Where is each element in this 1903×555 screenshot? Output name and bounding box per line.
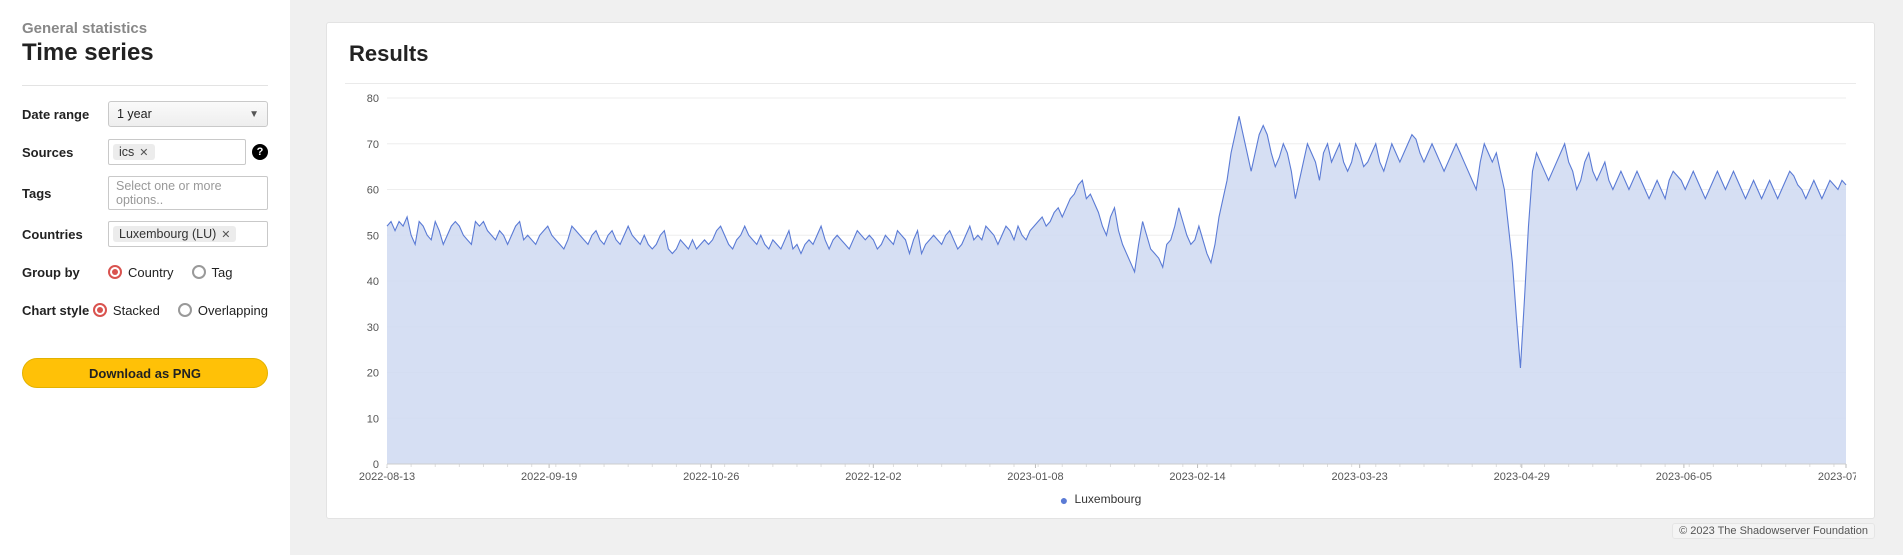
divider — [345, 83, 1856, 84]
chart-container: 0 10 20 30 40 50 60 70 80 2022-08-13 2022-09-19 202… — [345, 90, 1856, 486]
svg-text:2023-04-29: 2023-04-29 — [1494, 471, 1550, 483]
radio-icon — [178, 303, 192, 317]
radio-label: Tag — [212, 265, 233, 280]
download-png-button[interactable]: Download as PNG — [22, 358, 268, 388]
tags-input[interactable]: Select one or more options.. — [108, 176, 268, 210]
results-panel: Results 0 10 20 30 40 50 60 70 80 2022-08-13 2022-… — [326, 22, 1875, 519]
date-range-select[interactable]: 1 year ▼ — [108, 101, 268, 127]
radio-label: Overlapping — [198, 303, 268, 318]
tags-placeholder: Select one or more options.. — [113, 179, 263, 207]
svg-text:70: 70 — [367, 139, 379, 151]
chart-style-stacked-radio[interactable]: Stacked — [93, 303, 160, 318]
svg-text:2022-12-02: 2022-12-02 — [845, 471, 901, 483]
svg-text:2023-02-14: 2023-02-14 — [1169, 471, 1225, 483]
group-by-tag-radio[interactable]: Tag — [192, 265, 233, 280]
chart-style-overlapping-radio[interactable]: Overlapping — [178, 303, 268, 318]
close-icon[interactable]: ✕ — [221, 228, 230, 241]
chart-legend: ● Luxembourg — [345, 492, 1856, 508]
legend-label: Luxembourg — [1075, 492, 1142, 506]
sources-input[interactable]: ics ✕ — [108, 139, 246, 165]
radio-icon — [108, 265, 122, 279]
svg-text:60: 60 — [367, 185, 379, 197]
svg-text:2022-10-26: 2022-10-26 — [683, 471, 739, 483]
radio-label: Country — [128, 265, 174, 280]
svg-text:2023-07-12: 2023-07-12 — [1818, 471, 1856, 483]
group-by-country-radio[interactable]: Country — [108, 265, 174, 280]
panel-title: Results — [349, 41, 1856, 67]
page-title: Time series — [22, 39, 268, 67]
country-chip[interactable]: Luxembourg (LU) ✕ — [113, 226, 236, 242]
chart-style-label: Chart style — [22, 303, 93, 318]
tags-label: Tags — [22, 186, 108, 201]
svg-text:2022-08-13: 2022-08-13 — [359, 471, 415, 483]
time-series-chart: 0 10 20 30 40 50 60 70 80 2022-08-13 2022-09-19 202… — [345, 90, 1856, 486]
legend-bullet-icon: ● — [1060, 492, 1068, 508]
chevron-down-icon: ▼ — [249, 109, 259, 120]
radio-icon — [93, 303, 107, 317]
svg-text:2023-03-23: 2023-03-23 — [1332, 471, 1388, 483]
country-chip-label: Luxembourg (LU) — [119, 227, 216, 241]
countries-input[interactable]: Luxembourg (LU) ✕ — [108, 221, 268, 247]
chart-style-radios: Stacked Overlapping — [93, 303, 268, 318]
page-subtitle: General statistics — [22, 20, 268, 37]
help-icon[interactable]: ? — [252, 144, 268, 160]
main: Results 0 10 20 30 40 50 60 70 80 2022-08-13 2022-… — [290, 0, 1903, 555]
countries-label: Countries — [22, 227, 108, 242]
sources-label: Sources — [22, 145, 108, 160]
svg-text:40: 40 — [367, 276, 379, 288]
sidebar: General statistics Time series Date rang… — [0, 0, 290, 555]
close-icon[interactable]: ✕ — [139, 146, 148, 159]
radio-icon — [192, 265, 206, 279]
svg-text:30: 30 — [367, 322, 379, 334]
source-chip[interactable]: ics ✕ — [113, 144, 155, 160]
svg-text:20: 20 — [367, 368, 379, 380]
divider — [22, 85, 268, 86]
date-range-label: Date range — [22, 107, 108, 122]
svg-text:10: 10 — [367, 413, 379, 425]
footer-text: © 2023 The Shadowserver Foundation — [1672, 523, 1875, 539]
footer: © 2023 The Shadowserver Foundation — [326, 525, 1875, 537]
radio-label: Stacked — [113, 303, 160, 318]
svg-text:2023-06-05: 2023-06-05 — [1656, 471, 1712, 483]
group-by-label: Group by — [22, 265, 108, 280]
svg-text:2023-01-08: 2023-01-08 — [1007, 471, 1063, 483]
group-by-radios: Country Tag — [108, 265, 268, 280]
source-chip-label: ics — [119, 145, 134, 159]
svg-text:2022-09-19: 2022-09-19 — [521, 471, 577, 483]
svg-text:80: 80 — [367, 93, 379, 105]
svg-text:50: 50 — [367, 230, 379, 242]
svg-text:0: 0 — [373, 459, 379, 471]
date-range-value: 1 year — [117, 107, 152, 121]
